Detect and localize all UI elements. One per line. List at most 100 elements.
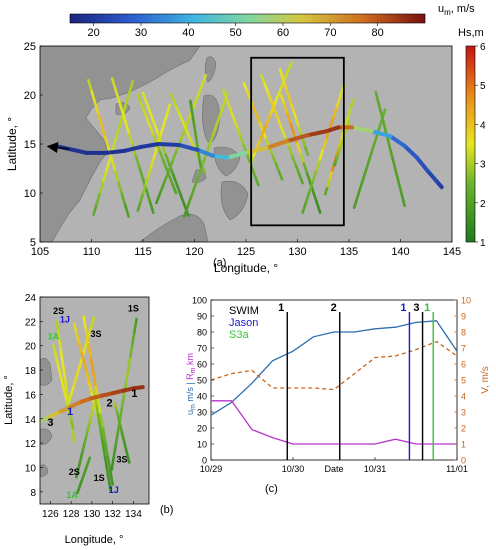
panel-c-x-tick-label: 10/31 [364, 464, 387, 474]
panel-b-hs-track-segment [100, 438, 105, 450]
panel-a-hs-track-segment [299, 152, 306, 165]
panel-a-hs-track-segment [301, 200, 308, 214]
panel-c-right-tick-label: 6 [461, 360, 466, 370]
panel-c-left-tick-label: 90 [197, 312, 207, 322]
panel-a-hs-track-segment [218, 102, 226, 116]
panel-a-hs-track-segment [398, 185, 404, 198]
panel-c-left-tick-label: 80 [197, 328, 207, 338]
panel-b-y-tick-label: 8 [30, 488, 36, 499]
panel-a-hs-track-segment [158, 150, 165, 162]
panel-a-typhoon-segment [402, 143, 419, 160]
panel-b-track-label: 2S [69, 467, 80, 477]
panel-a-hs-track-segment [146, 118, 152, 129]
panel-b-hs-track-segment [124, 367, 130, 384]
panel-a-hs-track-segment [148, 200, 155, 214]
panel-a-hs-track-segment [279, 93, 286, 107]
panel-c-legend: SWIM Jason S3a [229, 305, 259, 341]
panel-a-hs-track-segment [117, 181, 124, 196]
panel-a-hs-track-segment [324, 184, 329, 196]
panel-c-left-tick-label: 40 [197, 392, 207, 402]
panel-b-track-label: 3 [47, 417, 53, 429]
panel-a-hs-track-segment [128, 79, 134, 94]
panel-b-y-tick-label: 10 [25, 463, 37, 474]
panel-a-hs-track-segment [280, 128, 287, 140]
panel-a-typhoon-segment [305, 129, 329, 138]
panel-b-hs-track-segment [80, 352, 86, 365]
panel-a-hs-track-segment [267, 92, 274, 104]
panel-c-right-tick-label: 10 [461, 296, 471, 306]
panel-a-hs-track-segment [113, 169, 120, 184]
panel-a-hs-track-segment [171, 173, 179, 187]
panel-a-hs-track-segment [346, 120, 351, 127]
panel-a-hs-track-segment [167, 159, 175, 173]
panel-b-y-tick-label: 22 [25, 317, 37, 328]
panel-b-hs-track-segment [84, 329, 90, 346]
panel-a-hs-track-segment [245, 152, 251, 163]
panel-a-hs-track-segment [304, 190, 311, 204]
panel-b-hs-track-segment [56, 330, 61, 343]
panel-a-hs-track-segment [347, 106, 353, 117]
hs-colorbar-label: Hs,m [458, 27, 484, 39]
panel-a-hs-track-segment [139, 191, 145, 204]
panel-a-hs-track-segment [376, 100, 382, 113]
panel-a-hs-track-segment [242, 81, 249, 93]
legend-swim: SWIM [229, 305, 259, 317]
panel-a-hs-track-segment [400, 194, 406, 208]
panel-b-hs-track-segment [82, 362, 89, 375]
panel-c-right-tick-label: 3 [461, 408, 466, 418]
panel-a-hs-track-segment [396, 176, 402, 189]
panel-c-x-ticks: 10/29 10/30 Date 10/31 11/01 [200, 457, 468, 474]
panel-a-hs-track-segment [305, 172, 312, 185]
panel-a-hs-track-segment [335, 94, 342, 108]
panel-a-hs-track-segment [192, 95, 199, 109]
panel-b-hs-track-segment [65, 390, 70, 404]
panel-a-zoom-box [250, 56, 345, 227]
panel-a-hs-track-segment [321, 136, 328, 151]
panel-b-hs-track-segment [76, 362, 82, 373]
panel-b-hs-track-segment [126, 456, 131, 464]
panel-a-typhoon-segment [244, 145, 269, 155]
panel-a-track-arrow [46, 142, 69, 154]
panel-a-hs-track-segment [93, 101, 100, 116]
panel-b-hs-track-segment [106, 472, 111, 484]
panel-a-x-label: Longitude, ° [214, 261, 278, 275]
panel-b-hs-track-segment [70, 384, 76, 396]
panel-a-x-ticks: 105 110 115 120 125 130 135 140 145 [31, 239, 461, 258]
hs-colorbar-tick-label: 2 [480, 199, 486, 210]
panel-b-hs-track-segment [107, 480, 112, 492]
panel-a-hs-track-segment [393, 166, 399, 179]
hs-colorbar-tick-label: 3 [480, 160, 486, 171]
panel-a-hs-track-segment [283, 69, 290, 81]
panel-c-overpass-lines: 1 2 31 1 [278, 302, 434, 460]
panel-a-hs-track-segment [273, 110, 280, 122]
um-colorbar-tick-label: 20 [88, 27, 100, 39]
panel-a-hs-track-segment [163, 112, 169, 124]
panel-b-hs-track-segment [85, 372, 91, 385]
um-colorbar-tick-label: 80 [372, 27, 384, 39]
panel-a-y-tick-label: 10 [24, 188, 36, 200]
panel-c-v-curve [210, 340, 458, 391]
panel-a-y-tick-label: 25 [24, 41, 36, 53]
panel-a-hs-track-segment [136, 93, 143, 105]
panel-a-hs-track-segment [365, 157, 371, 169]
panel-c-left-tick-label: 70 [197, 344, 207, 354]
panel-a-hs-track-segment [160, 121, 166, 133]
panel-a-hs-track-segment [255, 137, 262, 149]
panel-c-x-tick-label: 10/30 [282, 464, 305, 474]
panel-b-hs-track-segment [105, 464, 110, 476]
panel-c-right-tick-label: 8 [461, 328, 466, 338]
panel-a-hs-track-segment [276, 86, 283, 98]
panel-b-track-label: 1J [109, 485, 119, 495]
panel-a-hs-track-segment [175, 183, 183, 197]
um-colorbar-tick-label: 60 [277, 27, 289, 39]
panel-b-hs-track-segment [58, 340, 63, 353]
panel-a-hs-track-segment [227, 104, 234, 116]
panel-b-hs-track-segment [110, 456, 116, 472]
panel-a-hs-track-segment [87, 79, 94, 93]
panel-b-hs-track-segment [103, 455, 108, 467]
hs-colorbar-tick-label: 4 [480, 120, 486, 131]
panel-c-right-tick-label: 4 [461, 392, 466, 402]
panel-b-track-label: 3S [91, 329, 102, 339]
panel-b-hs-track-segment [112, 443, 118, 459]
panel-c-x-tick-label: 11/01 [446, 464, 468, 474]
